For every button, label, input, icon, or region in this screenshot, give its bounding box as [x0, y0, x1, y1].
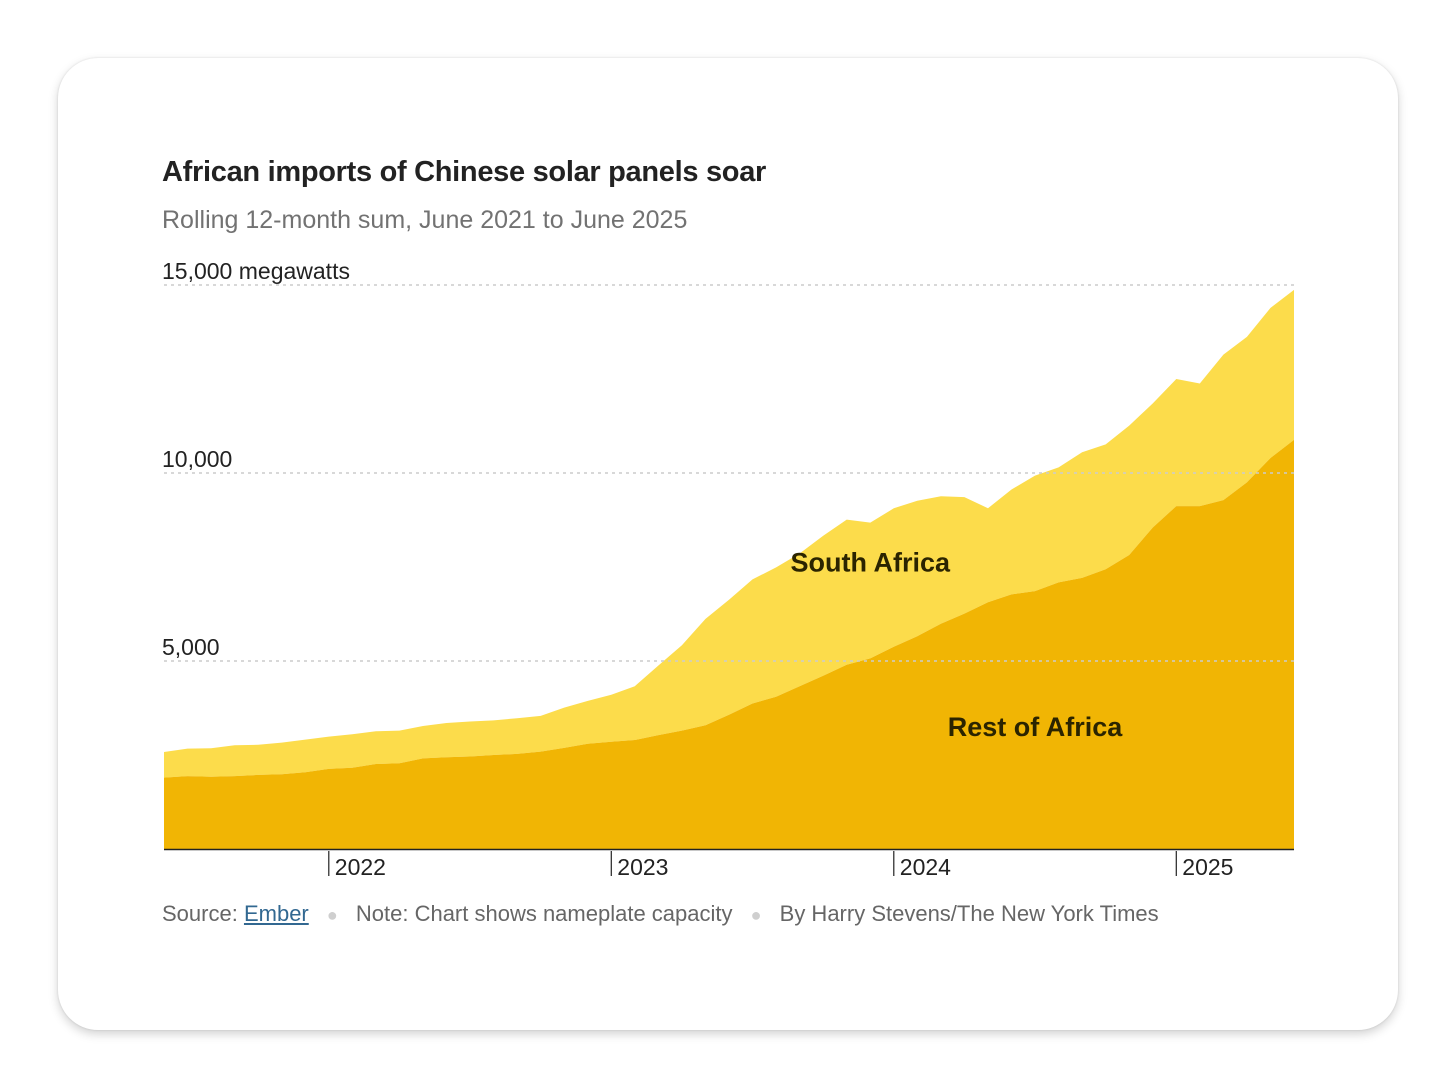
x-tick-label: 2024: [900, 854, 951, 880]
y-tick-label: 15,000 megawatts: [162, 258, 350, 284]
area-south-africa: [164, 289, 1294, 778]
series-label: Rest of Africa: [948, 712, 1124, 742]
x-tick-label: 2022: [335, 854, 386, 880]
byline: By Harry Stevens/The New York Times: [779, 901, 1159, 926]
chart-footer: Source: Ember ● Note: Chart shows namepl…: [162, 901, 1159, 927]
source-label: Source:: [162, 901, 238, 926]
separator-dot: ●: [326, 905, 338, 925]
chart-title: African imports of Chinese solar panels …: [162, 156, 767, 188]
area-rest-of-africa: [164, 439, 1294, 849]
x-tick-label: 2025: [1182, 854, 1233, 880]
x-tick-label: 2023: [617, 854, 668, 880]
source-link[interactable]: Ember: [243, 901, 309, 926]
chart-subtitle: Rolling 12-month sum, June 2021 to June …: [162, 206, 688, 234]
separator-dot: ●: [750, 905, 762, 925]
chart-note: Note: Chart shows nameplate capacity: [355, 901, 733, 926]
series-label: South Africa: [790, 548, 950, 578]
y-tick-label: 10,000: [162, 446, 232, 472]
y-tick-label: 5,000: [162, 634, 220, 660]
